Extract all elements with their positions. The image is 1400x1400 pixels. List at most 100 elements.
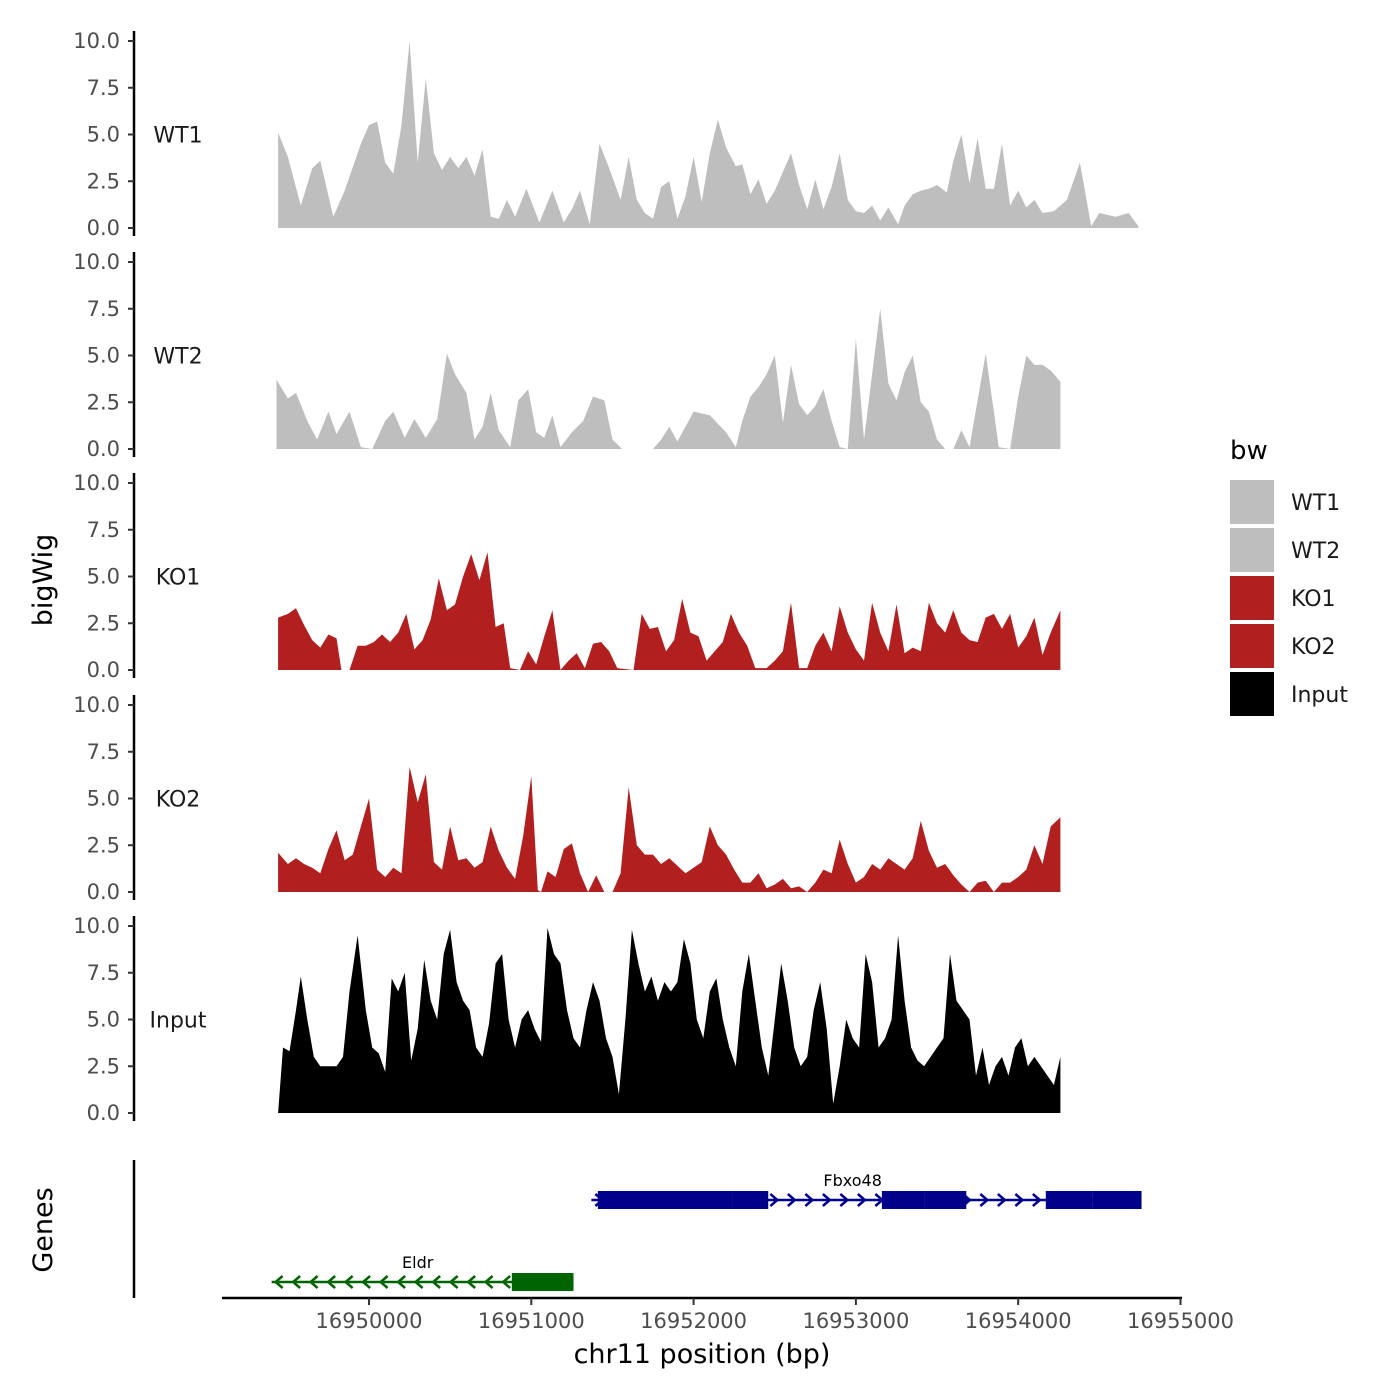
- x-tick-label: 16952000: [640, 1309, 747, 1333]
- gene-exon: [732, 1191, 769, 1209]
- gene-exon: [511, 1273, 574, 1291]
- track-label: KO1: [156, 566, 201, 591]
- legend-label: WT1: [1291, 491, 1340, 516]
- legend-swatch: [1230, 480, 1274, 524]
- signal-tracks: 0.02.55.07.510.0WT10.02.55.07.510.0WT20.…: [73, 29, 1139, 1125]
- signal-area-wt1: [278, 41, 1139, 228]
- gene-exon: [881, 1191, 925, 1209]
- y-tick-label: 2.5: [87, 611, 120, 635]
- track-input: 0.0 2.5 5.0 7.5 10.0 Input: [73, 914, 1061, 1125]
- x-axis-title: chr11 position (bp): [574, 1339, 831, 1370]
- strand-arrow: [413, 1275, 424, 1289]
- y-tick-label: 0.0: [87, 1101, 120, 1125]
- y-tick-label: 2.5: [87, 1054, 120, 1078]
- strand-arrow: [804, 1193, 815, 1207]
- x-axis: 16950000 16951000 16952000 16953000 16954000…: [222, 1296, 1234, 1333]
- y-tick-label: 7.5: [87, 297, 120, 321]
- strand-arrow: [273, 1275, 284, 1289]
- genes-track: Eldr Fbxo48: [132, 1160, 1142, 1298]
- gene-label: Eldr: [402, 1253, 434, 1272]
- strand-arrow: [431, 1275, 441, 1289]
- gene-exon: [1045, 1191, 1093, 1209]
- y-tick-label: 0.0: [87, 216, 120, 240]
- y-axis-title: bigWig: [28, 534, 59, 627]
- y-tick-label: 7.5: [87, 518, 120, 542]
- y-tick-label: 10.0: [73, 471, 120, 495]
- signal-area-input: [278, 927, 1061, 1113]
- strand-arrow: [979, 1193, 990, 1207]
- legend-title: bw: [1230, 436, 1268, 466]
- signal-area-wt2: [276, 308, 1061, 449]
- strand-arrow: [448, 1275, 459, 1289]
- strand-arrow: [291, 1275, 301, 1289]
- strand-arrow: [378, 1275, 389, 1289]
- strand-arrow: [483, 1275, 494, 1289]
- strand-arrow: [308, 1275, 319, 1289]
- y-tick-label: 7.5: [87, 740, 120, 764]
- track-label: Input: [150, 1009, 207, 1034]
- legend-swatch: [1230, 528, 1274, 572]
- legend-item: KO1: [1230, 576, 1336, 620]
- track-wt2: 0.0 2.5 5.0 7.5 10.0 WT2: [73, 250, 1061, 461]
- legend-label: KO2: [1291, 635, 1336, 660]
- x-tick-label: 16951000: [478, 1309, 585, 1333]
- track-wt1: 0.0 2.5 5.0 7.5 10.0 WT1: [73, 29, 1139, 240]
- gene-fbxo48: Fbxo48: [591, 1171, 1142, 1209]
- legend-swatch: [1230, 576, 1274, 620]
- track-label: WT2: [153, 345, 202, 370]
- y-tick-label: 10.0: [73, 693, 120, 717]
- legend-item: KO2: [1230, 624, 1336, 668]
- signal-area-ko2: [278, 766, 1061, 892]
- strand-arrow: [361, 1275, 371, 1289]
- y-tick-label: 5.0: [87, 565, 120, 589]
- strand-arrow: [857, 1193, 867, 1207]
- y-tick-label: 10.0: [73, 914, 120, 938]
- y-tick-label: 5.0: [87, 123, 120, 147]
- legend-item: WT1: [1230, 480, 1340, 524]
- track-ko2: 0.0 2.5 5.0 7.5 10.0 KO2: [73, 693, 1061, 904]
- strand-arrow: [997, 1193, 1007, 1207]
- gene-exon: [1092, 1191, 1142, 1209]
- y-tick-label: 2.5: [87, 833, 120, 857]
- signal-area-ko1: [278, 552, 1061, 670]
- legend-label: WT2: [1291, 539, 1340, 564]
- genes-track-title: Genes: [28, 1187, 59, 1272]
- x-tick-label: 16950000: [316, 1309, 423, 1333]
- x-tick-label: 16953000: [802, 1309, 909, 1333]
- track-label: KO2: [156, 788, 201, 813]
- gene-exon: [924, 1191, 967, 1209]
- y-tick-label: 2.5: [87, 169, 120, 193]
- strand-arrow: [1032, 1193, 1042, 1207]
- y-tick-label: 7.5: [87, 961, 120, 985]
- y-tick-label: 5.0: [87, 344, 120, 368]
- gene-exon: [597, 1191, 733, 1209]
- legend-swatch: [1230, 624, 1274, 668]
- gene-label: Fbxo48: [823, 1171, 881, 1190]
- y-tick-label: 0.0: [87, 437, 120, 461]
- legend-item: Input: [1230, 672, 1348, 716]
- gene-eldr: Eldr: [271, 1253, 574, 1291]
- legend-label: Input: [1291, 683, 1348, 708]
- y-tick-label: 10.0: [73, 250, 120, 274]
- y-tick-label: 0.0: [87, 880, 120, 904]
- y-tick-label: 10.0: [73, 29, 120, 53]
- strand-arrow: [822, 1193, 832, 1207]
- y-tick-label: 2.5: [87, 390, 120, 414]
- legend-swatch: [1230, 672, 1274, 716]
- strand-arrow: [466, 1275, 476, 1289]
- strand-arrow: [501, 1275, 511, 1289]
- legend-label: KO1: [1291, 587, 1336, 612]
- track-ko1: 0.0 2.5 5.0 7.5 10.0 KO1: [73, 471, 1061, 682]
- x-tick-label: 16955000: [1127, 1309, 1234, 1333]
- legend-item: WT2: [1230, 528, 1340, 572]
- strand-arrow: [787, 1193, 797, 1207]
- y-tick-label: 7.5: [87, 76, 120, 100]
- strand-arrow: [343, 1275, 354, 1289]
- strand-arrow: [769, 1193, 780, 1207]
- x-tick-label: 16954000: [965, 1309, 1072, 1333]
- strand-arrow: [839, 1193, 850, 1207]
- y-tick-label: 5.0: [87, 1008, 120, 1032]
- strand-arrow: [326, 1275, 336, 1289]
- strand-arrow: [396, 1275, 406, 1289]
